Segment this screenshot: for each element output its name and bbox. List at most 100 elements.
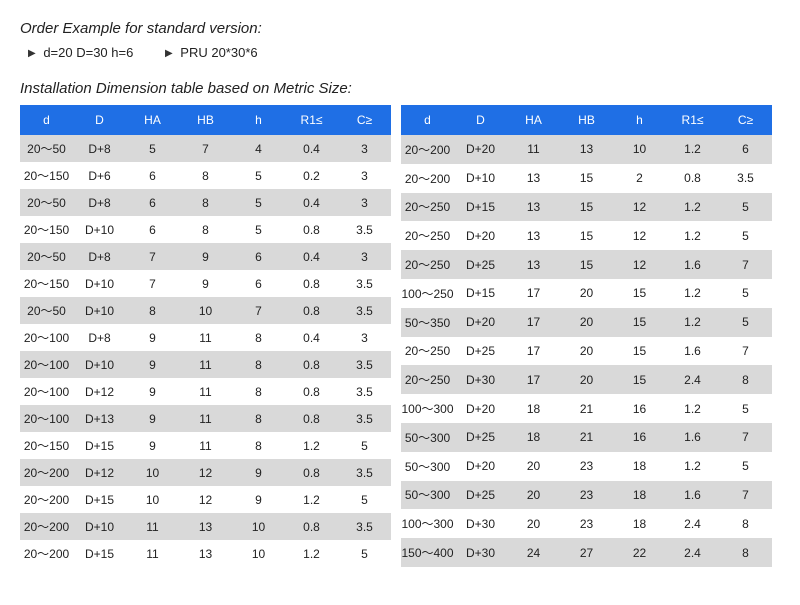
table-cell: 17 [507, 308, 560, 337]
table-cell: 20～100 [20, 405, 73, 432]
table-row: 20～50D+87960.43 [20, 243, 391, 270]
table-cell: 9 [126, 324, 179, 351]
table-cell: 20～50 [20, 297, 73, 324]
table-row: 50～300D+202023181.25 [401, 452, 772, 481]
table-cell: 11 [179, 432, 232, 459]
table-cell: D+30 [454, 365, 507, 394]
order-example-heading: Order Example for standard version: [20, 20, 780, 37]
table-cell: 21 [560, 423, 613, 452]
table-cell: 9 [232, 459, 285, 486]
table-cell: 20～50 [20, 189, 73, 216]
table-row: 50～300D+251821161.67 [401, 423, 772, 452]
table-cell: 5 [126, 135, 179, 162]
table-cell: 6 [126, 162, 179, 189]
table-row: 100～300D+201821161.25 [401, 394, 772, 423]
table-cell: 1.2 [285, 432, 338, 459]
table-row: 20～200D+151113101.25 [20, 540, 391, 567]
table-cell: 20～250 [401, 250, 454, 279]
table-row: 20～50D+86850.43 [20, 189, 391, 216]
table-cell: D+20 [454, 308, 507, 337]
table-cell: 8 [232, 378, 285, 405]
table-cell: 5 [719, 452, 772, 481]
table-row: 50～350D+201720151.25 [401, 308, 772, 337]
table-cell: 0.8 [285, 513, 338, 540]
table-row: 20～200D+101113100.83.5 [20, 513, 391, 540]
table-cell: D+20 [454, 394, 507, 423]
table-row: 20～200D+10131520.83.5 [401, 164, 772, 193]
table-cell: 15 [613, 337, 666, 366]
table-cell: 20～250 [401, 337, 454, 366]
table-cell: D+15 [454, 193, 507, 222]
column-header: C≥ [719, 105, 772, 135]
table-cell: 18 [613, 481, 666, 510]
table-cell: 11 [126, 540, 179, 567]
table-cell: 7 [719, 423, 772, 452]
table-cell: 5 [719, 308, 772, 337]
table-cell: 3.5 [338, 459, 391, 486]
table-cell: 3.5 [338, 270, 391, 297]
table-cell: 12 [179, 459, 232, 486]
table-cell: 3 [338, 162, 391, 189]
table-row: 20～250D+251315121.67 [401, 250, 772, 279]
table-cell: 27 [560, 538, 613, 567]
table-cell: 1.6 [666, 250, 719, 279]
table-cell: 20～50 [20, 135, 73, 162]
table-cell: 5 [232, 189, 285, 216]
table-row: 100～250D+151720151.25 [401, 279, 772, 308]
column-header: HA [507, 105, 560, 135]
table-cell: D+10 [73, 513, 126, 540]
table-row: 20～200D+201113101.26 [401, 135, 772, 164]
table-cell: 3.5 [338, 405, 391, 432]
table-cell: 8 [232, 405, 285, 432]
table-cell: 20～250 [401, 365, 454, 394]
table-cell: 11 [179, 351, 232, 378]
table-cell: 12 [613, 250, 666, 279]
table-cell: 5 [719, 193, 772, 222]
table-cell: 15 [560, 193, 613, 222]
table-cell: 20～150 [20, 432, 73, 459]
table-row: 50～300D+252023181.67 [401, 481, 772, 510]
column-header: HB [560, 105, 613, 135]
table-cell: D+15 [73, 432, 126, 459]
table-cell: 10 [232, 513, 285, 540]
column-header: HA [126, 105, 179, 135]
table-cell: 11 [179, 378, 232, 405]
table-cell: 17 [507, 279, 560, 308]
table-row: 20～250D+151315121.25 [401, 193, 772, 222]
table-cell: 3.5 [338, 351, 391, 378]
table-cell: 3 [338, 243, 391, 270]
table-cell: 8 [719, 509, 772, 538]
table-row: 20～150D+66850.23 [20, 162, 391, 189]
table-cell: 50～350 [401, 308, 454, 337]
table-row: 20～250D+301720152.48 [401, 365, 772, 394]
column-header: C≥ [338, 105, 391, 135]
table-cell: 18 [613, 509, 666, 538]
example-left: d=20 D=30 h=6 [43, 45, 133, 60]
table-cell: 23 [560, 452, 613, 481]
table-row: 150～400D+302427222.48 [401, 538, 772, 567]
table-cell: 2.4 [666, 365, 719, 394]
table-cell: 20～200 [20, 513, 73, 540]
table-cell: 0.8 [285, 351, 338, 378]
table-cell: 8 [719, 365, 772, 394]
column-header: D [73, 105, 126, 135]
table-row: 20～150D+107960.83.5 [20, 270, 391, 297]
table-cell: 20～100 [20, 324, 73, 351]
table-cell: 3 [338, 324, 391, 351]
table-cell: D+10 [73, 297, 126, 324]
table-cell: 20～200 [20, 486, 73, 513]
table-cell: D+8 [73, 189, 126, 216]
table-cell: 6 [719, 135, 772, 164]
table-cell: 13 [507, 250, 560, 279]
table-row: 20～200D+12101290.83.5 [20, 459, 391, 486]
table-cell: 50～300 [401, 423, 454, 452]
table-cell: D+10 [73, 216, 126, 243]
table-row: 20～250D+201315121.25 [401, 221, 772, 250]
table-cell: D+15 [454, 279, 507, 308]
table-cell: 1.2 [666, 308, 719, 337]
table-cell: 20～100 [20, 378, 73, 405]
table-cell: 1.2 [666, 193, 719, 222]
table-cell: 5 [338, 486, 391, 513]
table-row: 100～300D+302023182.48 [401, 509, 772, 538]
table-cell: 15 [613, 365, 666, 394]
